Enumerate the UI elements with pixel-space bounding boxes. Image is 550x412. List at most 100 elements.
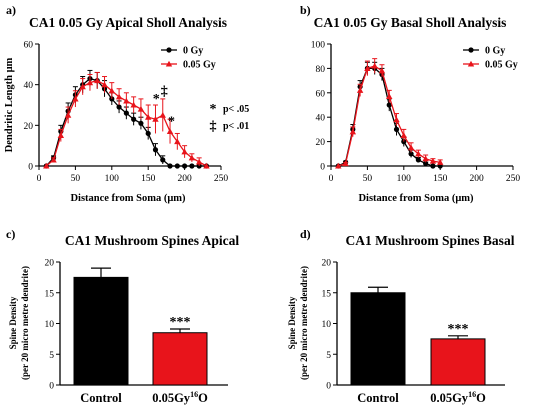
y-tick-label: 10 <box>45 320 55 330</box>
chart-title: CA1 Mushroom Spines Basal <box>346 233 515 248</box>
y-tick-label: 40 <box>316 114 326 124</box>
series-line <box>338 65 441 167</box>
category-suffix: O <box>476 391 486 405</box>
x-axis-label: Distance from Soma (μm) <box>358 193 474 204</box>
category-label: 0.05Gy16O <box>430 390 486 405</box>
y-tick-label: 20 <box>24 122 34 132</box>
key-symbol: ‡ <box>210 119 217 134</box>
legend-marker <box>166 47 172 53</box>
data-point <box>130 101 137 108</box>
data-point <box>131 116 137 122</box>
y-tick-label: 5 <box>326 351 331 361</box>
data-point <box>64 111 72 118</box>
y-tick-label: 60 <box>316 89 326 99</box>
y-tick-label: 0 <box>320 163 325 173</box>
data-point <box>429 157 437 164</box>
data-point <box>86 79 94 86</box>
significance-marker: *** <box>448 322 469 337</box>
legend-label: 0.05 Gy <box>485 60 518 71</box>
data-point <box>371 62 378 69</box>
y-tick-label: 5 <box>49 351 54 361</box>
data-point <box>422 155 429 162</box>
category-name: Control <box>80 391 122 405</box>
panel-label: c) <box>6 227 15 241</box>
data-point <box>160 157 166 163</box>
x-tick-label: 250 <box>214 174 229 184</box>
y-axis-sublabel: (per 20 micro metre dendrite) <box>299 266 309 380</box>
data-point <box>57 132 65 139</box>
data-point <box>152 147 159 153</box>
data-point <box>437 159 444 165</box>
data-point <box>159 111 166 118</box>
data-point <box>386 102 392 108</box>
chart-panel-3: d) CA1 Mushroom Spines Basal 0 5 10 15 20 Spine… <box>287 227 515 405</box>
chart-panel-2: c) CA1 Mushroom Spines Apical 0 5 10 15 20 Spin… <box>6 227 239 405</box>
data-point <box>356 87 364 93</box>
legend-marker <box>468 47 474 53</box>
data-point <box>188 154 196 161</box>
series-line <box>337 67 441 167</box>
x-tick-label: 50 <box>71 174 81 184</box>
data-point <box>182 163 188 169</box>
bar <box>350 292 406 386</box>
y-tick-label: 80 <box>316 65 326 75</box>
data-point <box>400 132 407 139</box>
category-label: Control <box>80 391 122 405</box>
x-tick-label: 100 <box>105 174 120 184</box>
chart-title: CA1 0.05 Gy Basal Sholl Analysis <box>314 15 507 30</box>
chart-title: CA1 0.05 Gy Apical Sholl Analysis <box>29 15 227 30</box>
legend-label: 0 Gy <box>485 46 505 57</box>
data-point <box>203 162 210 169</box>
data-point <box>152 116 159 122</box>
legend-label: 0 Gy <box>183 46 203 57</box>
data-point <box>116 104 122 110</box>
data-point <box>145 114 152 120</box>
data-point <box>123 97 130 104</box>
data-point <box>378 67 386 74</box>
data-point <box>364 65 371 71</box>
y-tick-label: 60 <box>24 41 34 51</box>
bar <box>73 276 129 386</box>
y-tick-label: 20 <box>45 259 55 269</box>
significance-marker: ‡ <box>161 84 168 99</box>
significance-marker: * <box>153 92 160 107</box>
data-point <box>430 163 436 169</box>
data-point <box>415 157 421 163</box>
category-superscript: 16 <box>468 390 476 399</box>
panel-label: a) <box>6 3 16 17</box>
x-tick-label: 150 <box>433 174 448 184</box>
data-point <box>393 126 400 132</box>
y-axis-label: Dendritic Length μm <box>4 57 15 152</box>
y-tick-label: 0 <box>49 382 54 392</box>
x-tick-label: 0 <box>329 174 334 184</box>
data-point <box>79 83 86 90</box>
series-0 <box>335 61 443 169</box>
data-point <box>189 163 195 169</box>
category-suffix: O <box>198 391 208 405</box>
y-tick-label: 100 <box>311 41 326 51</box>
x-tick-label: 0 <box>37 174 42 184</box>
data-point <box>138 120 144 126</box>
data-point <box>145 130 151 137</box>
y-axis-sublabel: (per 20 micro metre dendrite) <box>20 266 30 380</box>
panel-label: b) <box>300 3 311 17</box>
y-tick-label: 0 <box>326 382 331 392</box>
data-point <box>115 93 123 100</box>
legend-marker <box>467 60 475 67</box>
y-tick-label: 10 <box>322 320 332 330</box>
data-point <box>408 151 414 157</box>
x-axis-label: Distance from Soma (μm) <box>70 193 186 204</box>
data-point <box>181 148 188 155</box>
data-point <box>94 77 101 84</box>
y-tick-label: 15 <box>322 289 332 299</box>
legend-label: 0.05 Gy <box>183 60 216 71</box>
category-superscript: 16 <box>190 390 198 399</box>
x-tick-label: 250 <box>506 174 521 184</box>
data-point <box>349 128 357 135</box>
bar <box>430 338 486 386</box>
data-point <box>166 128 174 134</box>
y-axis-label: Spine Density <box>287 296 297 349</box>
y-tick-label: 40 <box>24 81 34 91</box>
y-tick-label: 0 <box>28 163 33 173</box>
data-point <box>137 105 145 112</box>
